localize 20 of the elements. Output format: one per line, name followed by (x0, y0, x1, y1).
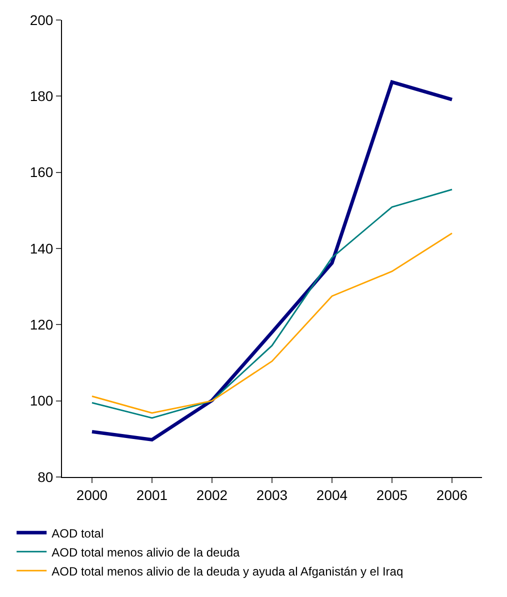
x-tick-label: 2006 (436, 486, 468, 503)
y-tick-label: 200 (30, 12, 54, 28)
line-series (90, 80, 454, 442)
legend-label: AOD total menos alivio de la deuda (52, 545, 240, 560)
y-tick-label: 120 (30, 316, 54, 333)
x-tick-label: 2002 (196, 486, 228, 503)
x-tick-label: 2000 (76, 486, 108, 503)
y-tick-label: 160 (30, 164, 54, 180)
legend-label: AOD total menos alivio de la deuda y ayuda al Afganistán y el Iraq (52, 564, 404, 578)
y-tick-label: 140 (30, 240, 54, 256)
y-tick-label: 180 (30, 88, 54, 104)
line-series (91, 188, 453, 419)
y-tick-label: 100 (30, 392, 54, 409)
x-tick-label: 2005 (376, 486, 408, 503)
line-series (91, 232, 453, 414)
x-tick-label: 2001 (136, 486, 168, 503)
x-tick-label: 2003 (256, 486, 288, 503)
legend-label: AOD total (52, 526, 104, 540)
y-tick-label: 80 (38, 468, 54, 485)
x-tick-label: 2004 (316, 486, 348, 503)
